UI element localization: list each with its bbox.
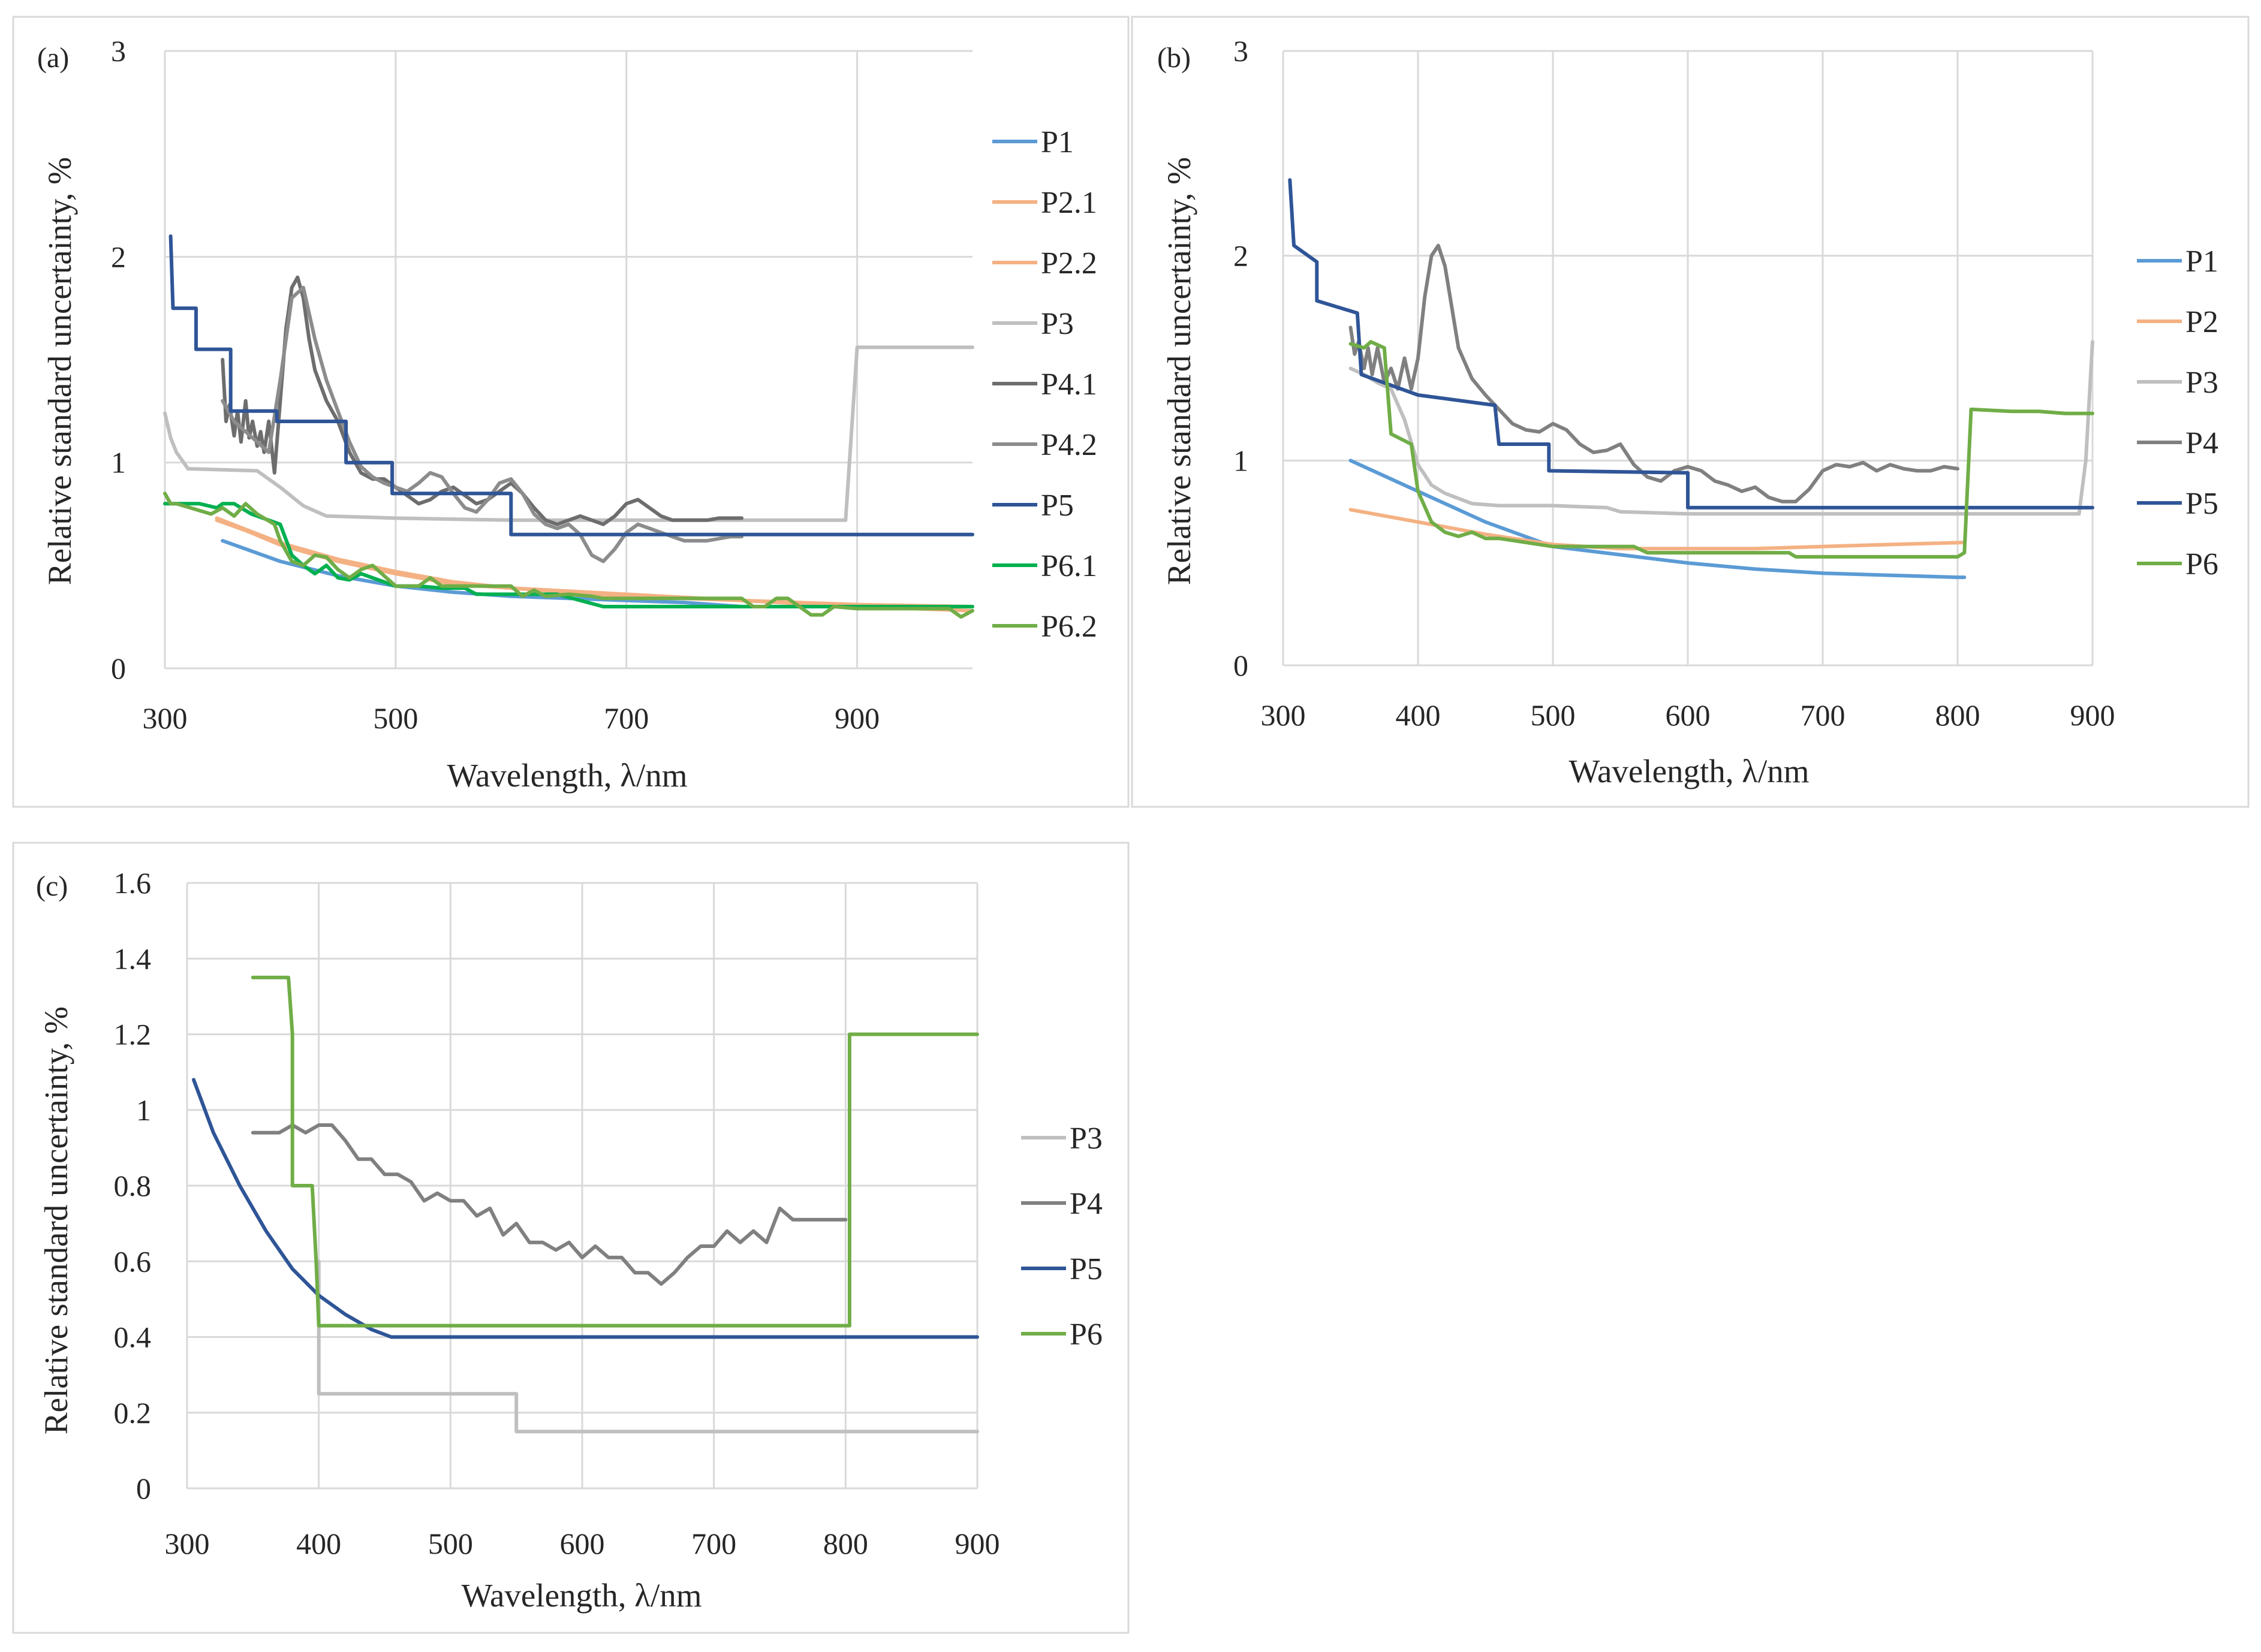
panel-a-x-tick-label: 900 [835, 701, 880, 735]
panel-b-x-tick-label: 500 [1531, 698, 1576, 732]
panel-b-series-p6 [1348, 340, 2094, 559]
panel-a-x-tick-label: 500 [373, 701, 418, 735]
panel-c-y-tick-label: 1.2 [114, 1018, 152, 1051]
panel-b-y-tick-label: 3 [1233, 34, 1248, 68]
panel-c-y-tick-label: 0.8 [114, 1169, 152, 1202]
panel-b-label: (b) [1157, 42, 1191, 74]
panel-c-series-p6 [251, 975, 979, 1328]
panel-a-label: (a) [37, 42, 69, 74]
panel-b-x-tick-label: 900 [2070, 698, 2115, 732]
panel-b-legend-label: P2 [2185, 305, 2218, 339]
panel-a-legend-label: P5 [1041, 489, 1074, 523]
panel-b-series-p5 [1288, 178, 2094, 510]
panel-a-series-p3 [163, 345, 974, 522]
panel-c-y-tick-label: 1 [136, 1093, 151, 1127]
panel-b-x-axis-title: Wavelength, λ/nm [1568, 753, 1809, 789]
panel-c-x-tick-label: 600 [560, 1527, 605, 1560]
panel-b-legend-label: P6 [2185, 547, 2218, 581]
panel-b-y-tick-label: 0 [1233, 649, 1248, 682]
panel-c-y-tick-label: 1.4 [114, 942, 152, 975]
panel-c-y-tick-label: 0.6 [114, 1244, 152, 1278]
panel-b-plot: 0 1 2 3 300 400 500 600 700 800 900 [1233, 34, 2115, 732]
panel-c-y-tick-label: 0.4 [114, 1321, 152, 1354]
panel-c: 0 0.2 0.4 0.6 0.8 1 1.2 1.4 1.6 300 400 500 600 700 80… [12, 842, 1130, 1634]
panel-c-legend-label: P6 [1070, 1318, 1103, 1352]
panel-a-frame [12, 16, 1130, 808]
panel-a-legend: P1 P2.1 P2.2 P3 P4.1 P4.2 P5 P6.1 P6.2 [992, 125, 1097, 644]
panel-b-series-p4 [1348, 243, 1959, 504]
panel-b-y-tick-label: 1 [1233, 444, 1248, 477]
panel-a-series-p5 [168, 234, 974, 536]
panel-a-plot: 0 1 2 3 300 500 700 900 [111, 34, 974, 735]
panel-b-legend-label: P1 [2185, 245, 2218, 279]
panel-a-legend-label: P4.2 [1041, 428, 1097, 462]
panel-c-series-p4 [251, 1123, 848, 1286]
panel-c-y-axis-title: Relative standard uncertainty, % [38, 1006, 74, 1434]
panel-b-legend: P1 P2 P3 P4 P5 P6 [2137, 245, 2218, 581]
panel-b-x-tick-label: 400 [1396, 698, 1441, 732]
panel-b: 0 1 2 3 300 400 500 600 700 800 900 (b) Wavelength… [1131, 16, 2250, 808]
panel-a-y-tick-label: 2 [111, 240, 126, 273]
panel-c-legend: P3 P4 P5 P6 [1021, 1122, 1103, 1352]
panel-b-y-tick-label: 2 [1233, 239, 1248, 273]
panel-a-x-tick-label: 700 [604, 701, 649, 735]
panel-c-x-tick-label: 500 [428, 1527, 473, 1560]
panel-b-x-tick-label: 600 [1666, 698, 1711, 732]
panel-c-series-p5 [192, 1078, 979, 1339]
panel-c-x-tick-label: 700 [691, 1527, 736, 1560]
panel-a-y-tick-label: 3 [111, 34, 126, 68]
panel-c-legend-label: P3 [1070, 1122, 1103, 1156]
panel-c-x-tick-label: 800 [823, 1527, 868, 1560]
panel-a-legend-label: P4.1 [1041, 367, 1097, 402]
panel-b-series-p2 [1348, 508, 1967, 551]
panel-c-series-p3 [317, 1259, 979, 1434]
panel-a-series-p4-1 [221, 275, 744, 526]
panel-a: 0 1 2 3 300 500 700 900 (a) Wavelength, λ/nm Re… [12, 16, 1130, 808]
panel-c-legend-label: P4 [1070, 1187, 1103, 1221]
panel-c-plot: 0 0.2 0.4 0.6 0.8 1 1.2 1.4 1.6 300 400 500 600 700 80… [114, 866, 1000, 1560]
panel-a-legend-label: P6.2 [1041, 610, 1097, 644]
panel-a-legend-label: P3 [1041, 307, 1074, 341]
panel-c-label: (c) [36, 870, 68, 902]
panel-b-y-axis-title: Relative standard uncertainty, % [1161, 157, 1197, 585]
panel-a-legend-label: P1 [1041, 125, 1074, 159]
panel-a-y-tick-label: 1 [111, 446, 126, 480]
panel-a-x-axis-title: Wavelength, λ/nm [447, 757, 687, 794]
panel-b-frame [1131, 16, 2250, 808]
panel-b-legend-label: P5 [2185, 487, 2218, 521]
panel-c-y-tick-label: 1.6 [114, 866, 152, 900]
panel-c-y-tick-label: 0.2 [114, 1396, 152, 1430]
panel-a-y-axis-title: Relative standard uncertainty, % [41, 157, 78, 585]
panel-b-series-p1 [1348, 459, 1967, 580]
panel-a-y-tick-label: 0 [111, 652, 126, 685]
panel-a-legend-label: P6.1 [1041, 549, 1097, 583]
panel-c-x-axis-title: Wavelength, λ/nm [461, 1577, 702, 1614]
panel-c-frame [12, 842, 1130, 1634]
panel-c-x-tick-label: 400 [296, 1527, 341, 1560]
panel-b-legend-label: P3 [2185, 366, 2218, 400]
panel-a-series-p4-2 [221, 285, 744, 563]
panel-a-x-tick-label: 300 [143, 701, 188, 735]
panel-c-x-tick-label: 900 [955, 1527, 1000, 1560]
panel-b-x-tick-label: 700 [1801, 698, 1845, 732]
panel-b-x-tick-label: 300 [1261, 698, 1306, 732]
panel-a-legend-label: P2.1 [1041, 186, 1097, 220]
panel-c-x-tick-label: 300 [165, 1527, 210, 1560]
panel-a-series-p6-2 [163, 492, 974, 619]
panel-a-legend-label: P2.2 [1041, 246, 1097, 281]
panel-c-legend-label: P5 [1070, 1252, 1103, 1286]
panel-b-legend-label: P4 [2185, 426, 2218, 460]
panel-b-x-tick-label: 800 [1935, 698, 1980, 732]
panel-b-series-p3 [1348, 340, 2094, 516]
panel-c-y-tick-label: 0 [136, 1472, 151, 1505]
